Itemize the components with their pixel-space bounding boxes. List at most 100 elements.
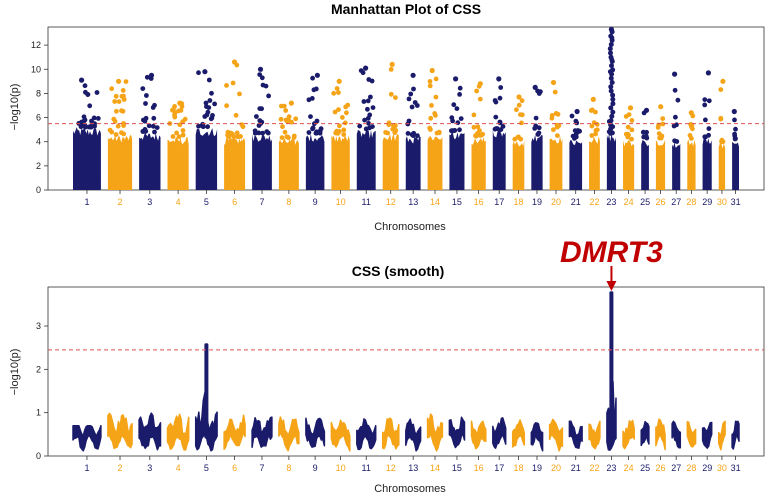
top-hit-point <box>148 72 155 78</box>
data-point <box>81 118 87 124</box>
top-hit-point <box>116 78 122 84</box>
x-tick-label: 27 <box>671 463 681 473</box>
data-point <box>718 87 724 92</box>
data-point <box>264 129 270 135</box>
chromosome-26-body <box>655 139 666 190</box>
data-point <box>151 115 157 121</box>
x-tick-label: 25 <box>640 463 650 473</box>
chromosome-29-points <box>701 421 713 449</box>
data-point <box>95 116 101 121</box>
data-point <box>589 133 595 138</box>
data-point <box>555 111 561 117</box>
x-tick-label: 3 <box>147 463 152 473</box>
data-point <box>477 96 483 102</box>
x-axis-label: Chromosomes <box>374 221 446 233</box>
top-hit-point <box>453 76 459 82</box>
chromosome-30-body <box>718 142 726 190</box>
data-point <box>536 125 542 131</box>
chromosome-27-band <box>671 420 682 449</box>
data-point <box>609 71 615 77</box>
chromosome-4-band <box>166 413 190 451</box>
data-point <box>121 123 126 128</box>
chromosome-5-points <box>195 69 218 190</box>
chromosome-22-points <box>588 420 601 450</box>
data-point <box>82 123 88 128</box>
data-point <box>366 77 372 82</box>
chromosome-27-body <box>672 142 681 190</box>
top-hit-point <box>257 66 264 72</box>
x-tick-label: 20 <box>551 197 561 207</box>
top-hit-point <box>532 84 538 90</box>
chromosome-8-body <box>278 138 299 190</box>
chromosome-9-points <box>305 72 325 190</box>
data-point <box>239 122 245 127</box>
chromosome-23-body <box>606 133 617 190</box>
chromosome-13-band <box>405 418 422 452</box>
chromosome-22-points <box>588 96 600 190</box>
data-point <box>732 117 737 123</box>
top-hit-point <box>202 69 208 75</box>
data-point <box>674 139 680 144</box>
top-hit-point <box>672 71 678 77</box>
data-point <box>206 105 212 110</box>
chromosome-21-body <box>569 139 583 190</box>
top-hit-point <box>705 70 712 76</box>
data-point <box>386 120 392 126</box>
data-point <box>143 101 148 106</box>
data-point <box>608 105 614 111</box>
data-point <box>87 103 93 109</box>
chromosome-13-points <box>405 418 422 452</box>
chromosome-4-points <box>167 100 189 190</box>
data-point <box>589 123 595 129</box>
data-point <box>150 105 156 110</box>
data-point <box>640 129 646 135</box>
x-tick-label: 21 <box>571 197 581 207</box>
data-point <box>429 103 434 108</box>
data-point <box>238 134 243 139</box>
data-point <box>607 46 613 52</box>
chromosome-7-points <box>252 66 272 190</box>
data-point <box>170 134 176 139</box>
data-point <box>259 75 265 81</box>
data-point <box>626 112 632 117</box>
data-point <box>94 90 100 95</box>
data-point <box>340 115 345 120</box>
data-point <box>180 128 186 133</box>
data-point <box>415 133 420 139</box>
chromosome-31-band <box>731 420 740 450</box>
data-point <box>609 113 615 119</box>
x-tick-label: 29 <box>702 197 712 207</box>
x-tick-label: 7 <box>259 463 264 473</box>
chromosome-13-body <box>405 135 421 190</box>
data-point <box>532 125 538 131</box>
data-point <box>196 70 201 76</box>
x-tick-label: 11 <box>362 463 371 473</box>
data-point <box>516 134 521 140</box>
data-point <box>406 96 412 102</box>
data-point <box>120 88 126 93</box>
data-point <box>252 128 258 134</box>
chromosome-9-band <box>305 417 326 448</box>
data-point <box>370 105 376 110</box>
top-hit-point <box>79 77 85 83</box>
x-tick-label: 10 <box>336 197 346 207</box>
data-point <box>451 102 457 108</box>
data-point <box>115 123 121 129</box>
chromosome-16-band <box>470 420 487 450</box>
chromosome-29-body <box>702 137 712 190</box>
data-point <box>629 127 635 133</box>
x-tick-label: 12 <box>386 197 396 207</box>
x-tick-label: 6 <box>232 463 237 473</box>
data-point <box>593 131 598 137</box>
data-point <box>593 127 599 133</box>
data-point <box>608 75 614 81</box>
chromosome-28-points <box>687 110 696 190</box>
x-tick-label: 8 <box>286 197 291 207</box>
data-point <box>225 129 231 135</box>
data-point <box>608 118 614 124</box>
gene-annotation: DMRT3 <box>560 236 663 291</box>
data-point <box>660 121 666 127</box>
data-point <box>200 121 206 127</box>
data-point <box>703 134 708 140</box>
chromosome-1-body <box>73 127 101 190</box>
